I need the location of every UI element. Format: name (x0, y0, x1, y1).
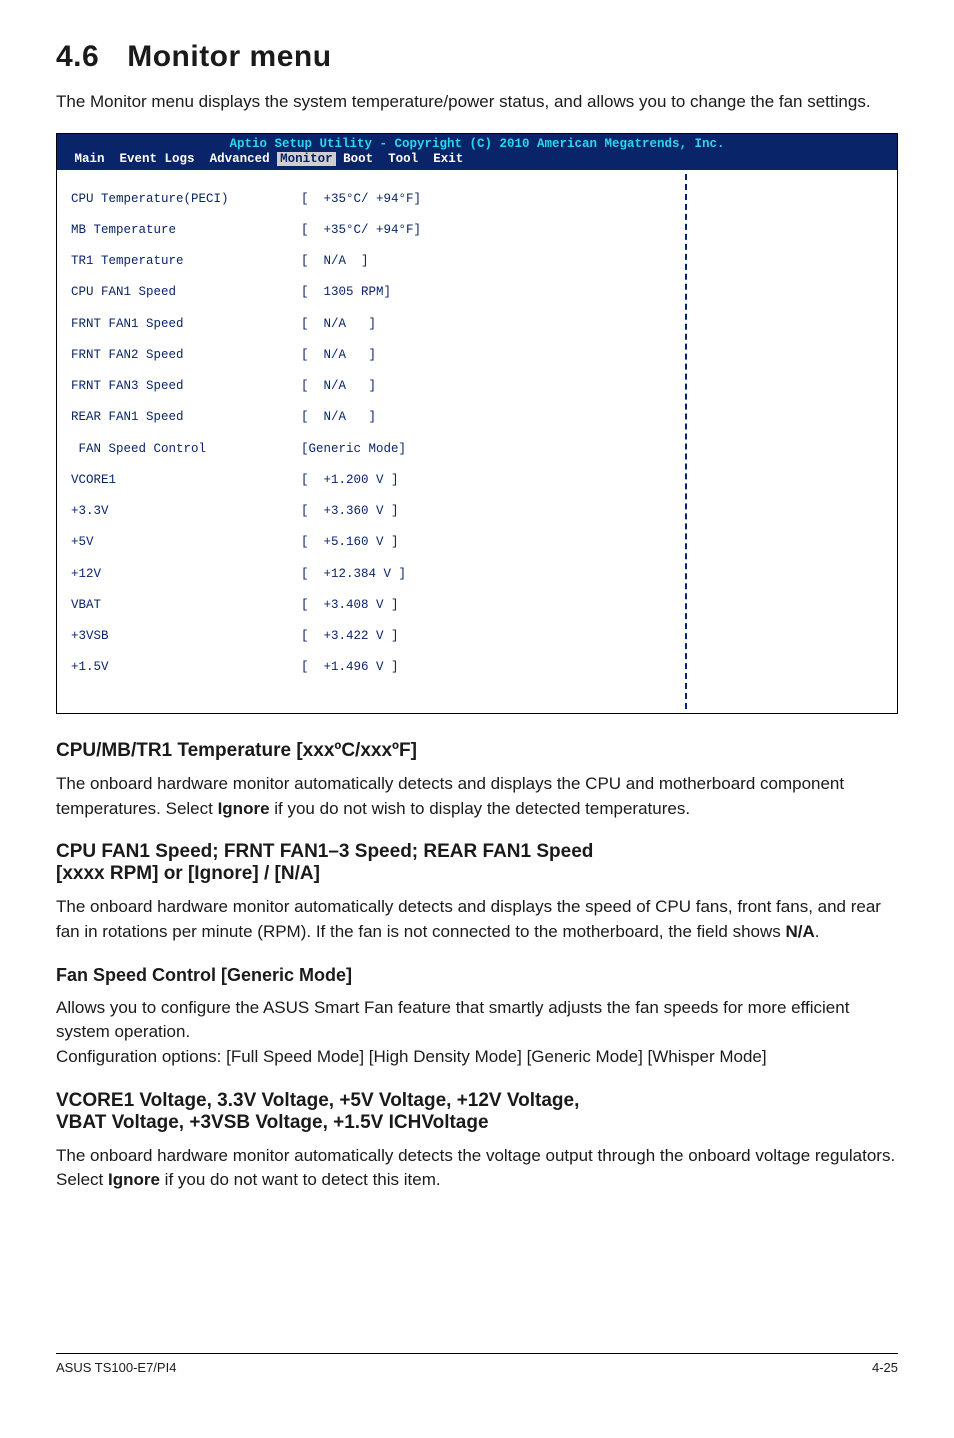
bios-value: [ +12.384 V ] (301, 567, 406, 583)
bios-value: [ N/A ] (301, 254, 369, 270)
bios-menu-exit: Exit (433, 152, 463, 166)
subsection-body: The onboard hardware monitor automatical… (56, 895, 898, 944)
bios-menu-monitor: Monitor (277, 152, 336, 166)
bios-label: FAN Speed Control (71, 442, 301, 458)
bios-value: [ +1.496 V ] (301, 660, 399, 676)
bios-menu-eventlogs: Event Logs (120, 152, 195, 166)
subsection-heading: CPU FAN1 Speed; FRNT FAN1–3 Speed; REAR … (56, 841, 898, 885)
bios-value: [ N/A ] (301, 348, 376, 364)
bios-row: CPU Temperature(PECI)[ +35°C/ +94°F] (71, 192, 677, 208)
subsection-body: The onboard hardware monitor automatical… (56, 772, 898, 821)
bios-label: FRNT FAN2 Speed (71, 348, 301, 364)
bios-label: +12V (71, 567, 301, 583)
bios-menu-boot: Boot (343, 152, 373, 166)
bios-help-pane (685, 174, 895, 709)
bios-row: FAN Speed Control[Generic Mode] (71, 442, 677, 458)
subsection-heading: Fan Speed Control [Generic Mode] (56, 965, 898, 986)
bios-value: [ N/A ] (301, 410, 376, 426)
bios-value: [ +3.360 V ] (301, 504, 399, 520)
bios-row: VCORE1[ +1.200 V ] (71, 473, 677, 489)
subsection-body: The onboard hardware monitor automatical… (56, 1144, 898, 1193)
bios-menu-tool: Tool (388, 152, 418, 166)
subsection-heading: CPU/MB/TR1 Temperature [xxxºC/xxxºF] (56, 740, 898, 762)
bios-value: [ +3.422 V ] (301, 629, 399, 645)
section-heading: 4.6 Monitor menu (56, 40, 898, 74)
bios-title: Aptio Setup Utility - Copyright (C) 2010… (67, 137, 887, 153)
section-number: 4.6 (56, 40, 99, 73)
bios-value: [ +1.200 V ] (301, 473, 399, 489)
bios-value: [ +3.408 V ] (301, 598, 399, 614)
bios-label: MB Temperature (71, 223, 301, 239)
bios-row: +1.5V[ +1.496 V ] (71, 660, 677, 676)
bios-menu-advanced: Advanced (210, 152, 270, 166)
bios-label: FRNT FAN3 Speed (71, 379, 301, 395)
bios-label: REAR FAN1 Speed (71, 410, 301, 426)
bios-row: +3.3V[ +3.360 V ] (71, 504, 677, 520)
bios-label: VCORE1 (71, 473, 301, 489)
bios-value: [ N/A ] (301, 317, 376, 333)
bios-row: FRNT FAN1 Speed[ N/A ] (71, 317, 677, 333)
intro-paragraph: The Monitor menu displays the system tem… (56, 90, 898, 115)
bios-value: [ +35°C/ +94°F] (301, 192, 421, 208)
bios-label: CPU FAN1 Speed (71, 285, 301, 301)
bios-value: [ +35°C/ +94°F] (301, 223, 421, 239)
subsection-body: Allows you to configure the ASUS Smart F… (56, 996, 898, 1070)
bios-row: FRNT FAN3 Speed[ N/A ] (71, 379, 677, 395)
bios-label: TR1 Temperature (71, 254, 301, 270)
bios-row: TR1 Temperature[ N/A ] (71, 254, 677, 270)
bios-screenshot: Aptio Setup Utility - Copyright (C) 2010… (56, 133, 898, 715)
footer-right: 4-25 (872, 1360, 898, 1375)
bios-label: FRNT FAN1 Speed (71, 317, 301, 333)
page-footer: ASUS TS100-E7/PI4 4-25 (56, 1353, 898, 1375)
bios-row: +12V[ +12.384 V ] (71, 567, 677, 583)
subsection-heading: VCORE1 Voltage, 3.3V Voltage, +5V Voltag… (56, 1090, 898, 1134)
section-title-text: Monitor menu (127, 40, 331, 73)
bios-header: Aptio Setup Utility - Copyright (C) 2010… (57, 134, 897, 170)
footer-left: ASUS TS100-E7/PI4 (56, 1360, 176, 1375)
bios-label: +3VSB (71, 629, 301, 645)
bios-label: CPU Temperature(PECI) (71, 192, 301, 208)
bios-value: [ +5.160 V ] (301, 535, 399, 551)
bios-label: VBAT (71, 598, 301, 614)
bios-label: +3.3V (71, 504, 301, 520)
bios-label: +1.5V (71, 660, 301, 676)
bios-fields: CPU Temperature(PECI)[ +35°C/ +94°F] MB … (57, 174, 685, 709)
bios-row: FRNT FAN2 Speed[ N/A ] (71, 348, 677, 364)
bios-menu-main: Main (75, 152, 105, 166)
bios-value: [ N/A ] (301, 379, 376, 395)
bios-row: +3VSB[ +3.422 V ] (71, 629, 677, 645)
bios-row: VBAT[ +3.408 V ] (71, 598, 677, 614)
bios-label: +5V (71, 535, 301, 551)
bios-row: CPU FAN1 Speed[ 1305 RPM] (71, 285, 677, 301)
bios-value: [Generic Mode] (301, 442, 406, 458)
bios-menu-bar: Main Event Logs Advanced Monitor Boot To… (67, 152, 887, 168)
bios-body: CPU Temperature(PECI)[ +35°C/ +94°F] MB … (57, 170, 897, 713)
bios-row: MB Temperature[ +35°C/ +94°F] (71, 223, 677, 239)
bios-row: REAR FAN1 Speed[ N/A ] (71, 410, 677, 426)
bios-row: +5V[ +5.160 V ] (71, 535, 677, 551)
bios-value: [ 1305 RPM] (301, 285, 391, 301)
